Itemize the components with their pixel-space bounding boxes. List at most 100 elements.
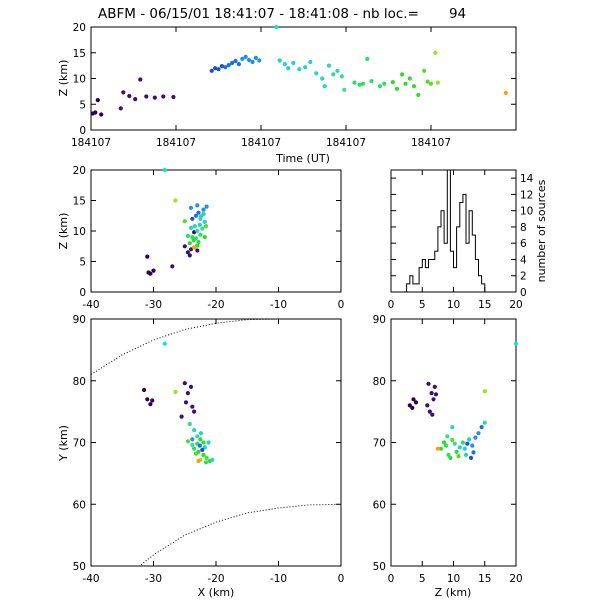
x-tick-label: 184107 xyxy=(241,137,281,149)
panel-y-vs-x-xticks: -40 -30 -20 -10 0 xyxy=(82,319,344,585)
source-point xyxy=(195,248,200,253)
source-point xyxy=(133,97,138,102)
panel-z-vs-time-yticks: 0 5 10 15 20 xyxy=(73,22,516,137)
source-point xyxy=(400,72,405,77)
source-point xyxy=(192,409,197,414)
source-point xyxy=(192,224,197,229)
source-point xyxy=(188,384,194,389)
source-point xyxy=(187,241,192,246)
source-point xyxy=(443,443,449,448)
dotted-reference-curve xyxy=(140,503,342,566)
source-point xyxy=(195,243,200,248)
source-point xyxy=(435,446,440,451)
source-point xyxy=(206,440,211,445)
source-point xyxy=(456,454,461,459)
y-tick-label: 12 xyxy=(520,189,533,201)
y-tick-label: 20 xyxy=(73,165,86,177)
source-point xyxy=(142,387,147,393)
panel-histogram-ylabel: number of sources xyxy=(535,179,548,282)
source-point xyxy=(216,67,221,72)
source-point xyxy=(411,84,417,89)
source-point xyxy=(471,450,476,455)
source-point xyxy=(182,219,187,224)
source-point xyxy=(148,402,153,407)
panel-y-vs-z: 0 5 10 15 20 50 60 70 80 90 Z (km) xyxy=(373,314,523,599)
source-point xyxy=(462,446,467,451)
source-point xyxy=(236,62,241,67)
source-point xyxy=(121,90,126,95)
source-point xyxy=(190,442,195,448)
source-point xyxy=(127,93,132,99)
source-point xyxy=(223,65,228,70)
source-point xyxy=(482,389,487,394)
source-point xyxy=(191,238,196,243)
x-tick-label: 184107 xyxy=(156,137,196,149)
panel-z-vs-time: 184107 184107 184107 184107 184107 05101520 … xyxy=(57,22,517,165)
panel-histogram-xticks: 0 5 10 15 20 xyxy=(388,170,523,311)
source-point xyxy=(187,421,192,427)
source-point xyxy=(425,79,430,84)
source-point xyxy=(198,437,203,442)
panel-y-vs-z-points xyxy=(407,341,519,460)
x-tick-label: -30 xyxy=(145,573,162,585)
source-point xyxy=(226,63,231,68)
source-point xyxy=(473,435,478,440)
y-tick-label: 80 xyxy=(373,376,386,388)
source-point xyxy=(403,81,408,86)
source-point xyxy=(95,98,100,103)
source-point xyxy=(282,62,287,67)
source-point xyxy=(286,66,291,71)
source-point xyxy=(503,90,508,95)
y-tick-label: 90 xyxy=(373,314,386,326)
source-point xyxy=(152,95,157,100)
panel-y-vs-x-frame xyxy=(90,318,342,567)
x-tick-label: 0 xyxy=(338,299,345,311)
source-point xyxy=(427,409,432,414)
y-tick-label: 0 xyxy=(520,287,527,299)
source-point xyxy=(467,437,472,442)
y-tick-label: 6 xyxy=(520,238,527,250)
y-tick-label: 2 xyxy=(520,271,527,283)
source-point xyxy=(394,86,400,91)
source-point xyxy=(432,384,437,389)
x-tick-label: -10 xyxy=(270,299,287,311)
source-point xyxy=(196,458,201,464)
source-point xyxy=(179,414,184,419)
panel-z-vs-time-xlabel: Time (UT) xyxy=(275,152,330,165)
x-tick-label: 5 xyxy=(419,573,426,585)
source-point xyxy=(192,245,197,250)
source-point xyxy=(377,84,383,89)
source-point xyxy=(93,110,98,115)
panel-z-vs-time-points xyxy=(90,24,508,117)
x-tick-label: 184107 xyxy=(71,137,111,149)
y-tick-label: 5 xyxy=(79,99,86,111)
source-point xyxy=(193,213,199,218)
panel-z-vs-x-frame xyxy=(90,169,342,293)
source-point xyxy=(201,207,206,212)
source-point xyxy=(326,63,332,68)
panel-y-vs-x-ylabel: Y (km) xyxy=(57,425,70,462)
source-point xyxy=(452,441,457,446)
source-point xyxy=(203,224,209,229)
source-point xyxy=(450,425,455,430)
panel-histogram: 0 5 10 15 20 0 2 4 6 8 10 12 14 number of sources xyxy=(388,169,548,311)
y-tick-label: 15 xyxy=(73,196,86,208)
source-point xyxy=(198,232,203,237)
source-point xyxy=(428,81,434,86)
source-point xyxy=(320,76,325,81)
source-point xyxy=(416,92,421,98)
source-point xyxy=(192,428,197,433)
source-point xyxy=(170,264,175,269)
source-point xyxy=(314,71,319,76)
source-point xyxy=(479,425,484,430)
source-point xyxy=(429,391,434,396)
source-point xyxy=(188,205,194,210)
source-point xyxy=(335,68,340,73)
x-tick-label: 15 xyxy=(478,299,491,311)
panel-y-vs-x-curves xyxy=(90,318,342,566)
y-tick-label: 14 xyxy=(520,173,534,185)
source-point xyxy=(185,233,190,238)
source-point xyxy=(185,439,190,444)
source-point xyxy=(460,440,465,445)
y-tick-label: 50 xyxy=(373,561,386,573)
